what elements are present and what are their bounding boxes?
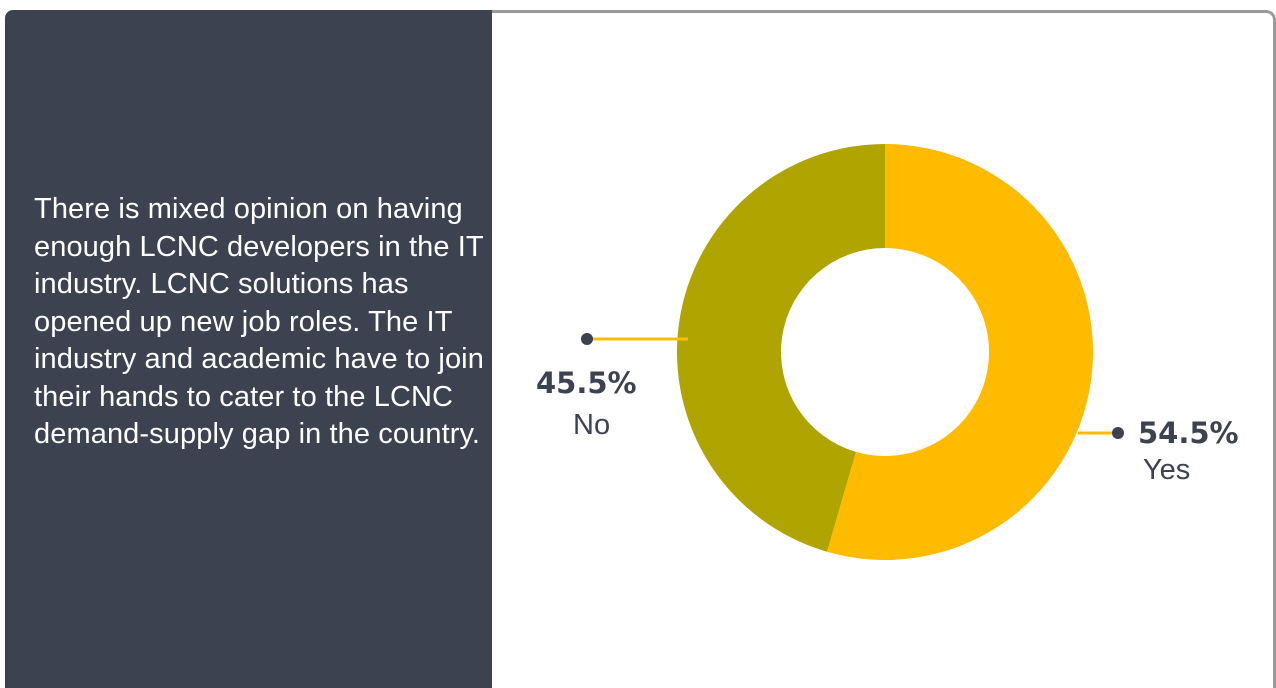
slice-value-label-no: 45.5% (536, 366, 637, 400)
donut-slice-yes (826, 144, 1093, 560)
chart-panel (492, 10, 1276, 688)
description-text: There is mixed opinion on having enough … (34, 193, 484, 450)
donut-slice-no (677, 144, 885, 552)
slice-category-label-no: No (573, 409, 610, 441)
description-panel: There is mixed opinion on having enough … (5, 10, 502, 688)
slice-category-label-yes: Yes (1143, 454, 1190, 486)
donut-slices (677, 144, 1093, 560)
slice-value-label-yes: 54.5% (1138, 416, 1239, 450)
leader-dot-yes (1112, 427, 1124, 439)
leader-dot-no (581, 333, 593, 345)
